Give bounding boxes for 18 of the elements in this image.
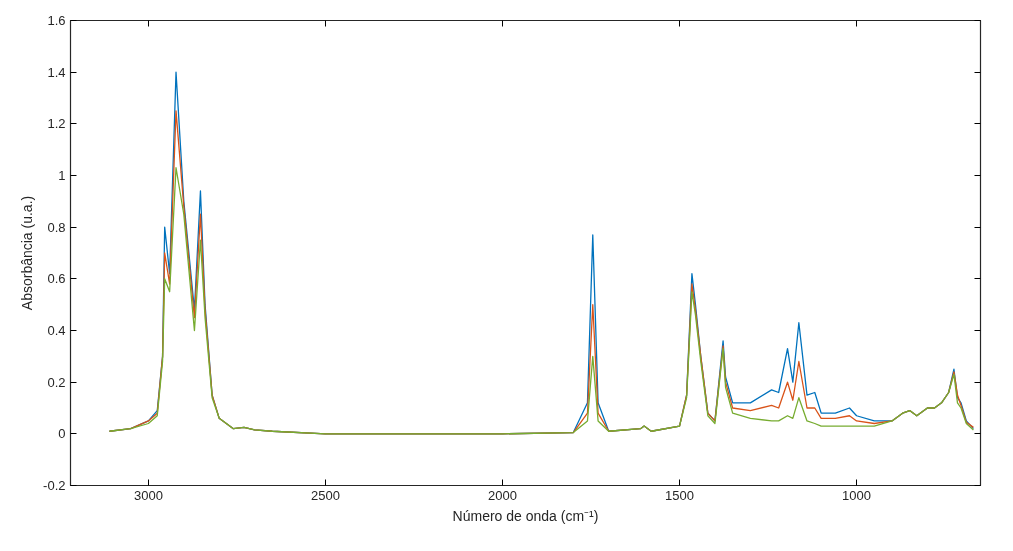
y-tick-label: 0.2 bbox=[47, 374, 66, 390]
x-tick-label: 2500 bbox=[310, 487, 340, 503]
x-tick-label: 1500 bbox=[665, 487, 694, 503]
x-tick-label: 3000 bbox=[133, 487, 163, 503]
y-axis-title: Absorbância (u.a.) bbox=[19, 195, 36, 311]
x-axis-title: Número de onda (cm⁻¹) bbox=[452, 507, 599, 524]
y-tick-label: 0.4 bbox=[47, 323, 66, 338]
y-tick-label: 0.6 bbox=[47, 271, 66, 287]
y-tick-label: 1.2 bbox=[47, 116, 66, 132]
line-series bbox=[108, 167, 975, 435]
y-tick-label: 1.6 bbox=[47, 13, 66, 28]
y-tick-label: 0.8 bbox=[47, 219, 66, 235]
y-tick-label: 1 bbox=[58, 168, 66, 183]
y-tick-label: 0 bbox=[58, 426, 66, 442]
x-tick-label: 2000 bbox=[488, 487, 517, 503]
y-tick-label: 1.4 bbox=[47, 64, 66, 80]
x-tick-label: 1000 bbox=[842, 487, 872, 503]
y-tick-label: -0.2 bbox=[43, 478, 66, 493]
